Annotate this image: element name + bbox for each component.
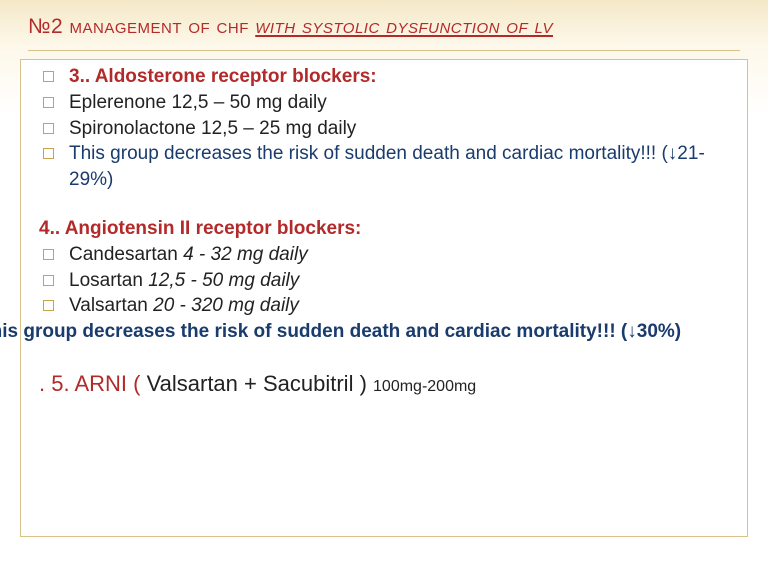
- drug-dose: 12,5 - 50 mg daily: [148, 270, 299, 291]
- arni-dose: 100mg-200mg: [373, 378, 476, 395]
- list-item: Eplerenone 12,5 – 50 mg daily: [39, 90, 729, 116]
- title-prefix: №2 management of chf: [28, 15, 255, 38]
- section-4-header: 4.. Angiotensin II receptor blockers:: [39, 216, 729, 242]
- section-3-header-text: 3.. Aldosterone receptor blockers:: [69, 66, 377, 87]
- list-item: Losartan 12,5 - 50 mg daily: [39, 268, 729, 294]
- drug-name: Valsartan: [69, 295, 153, 316]
- list-item: Valsartan 20 - 320 mg daily: [39, 293, 729, 319]
- drug-name: Candesartan: [69, 244, 183, 265]
- slide-title: №2 management of chf with systolic dysfu…: [0, 0, 768, 44]
- drug-name: Losartan: [69, 270, 148, 291]
- section-4-header-text: 4.. Angiotensin II receptor blockers:: [39, 218, 361, 239]
- arni-drugs: Valsartan + Sacubitril ): [147, 371, 373, 396]
- list-item: Spironolactone 12,5 – 25 mg daily: [39, 116, 729, 142]
- spacer: [39, 345, 729, 369]
- title-divider: [28, 50, 740, 51]
- title-italic: with systolic dysfunction of lv: [255, 15, 553, 38]
- note-reduction: ↓30%): [627, 321, 681, 342]
- spacer: [39, 192, 729, 216]
- content-box: 3.. Aldosterone receptor blockers: Epler…: [20, 59, 748, 537]
- list-item: Candesartan 4 - 32 mg daily: [39, 242, 729, 268]
- section-3-note: This group decreases the risk of sudden …: [39, 141, 729, 192]
- section-3-header: 3.. Aldosterone receptor blockers:: [39, 64, 729, 90]
- note-prefix: This group decreases the risk of sudden …: [0, 321, 627, 342]
- arni-prefix: . 5. ARNI (: [39, 371, 147, 396]
- section-4-note: This group decreases the risk of sudden …: [39, 319, 729, 345]
- drug-dose: 4 - 32 mg daily: [183, 244, 308, 265]
- drug-dose: 20 - 320 mg daily: [153, 295, 299, 316]
- section-5: . 5. ARNI ( Valsartan + Sacubitril ) 100…: [39, 369, 729, 399]
